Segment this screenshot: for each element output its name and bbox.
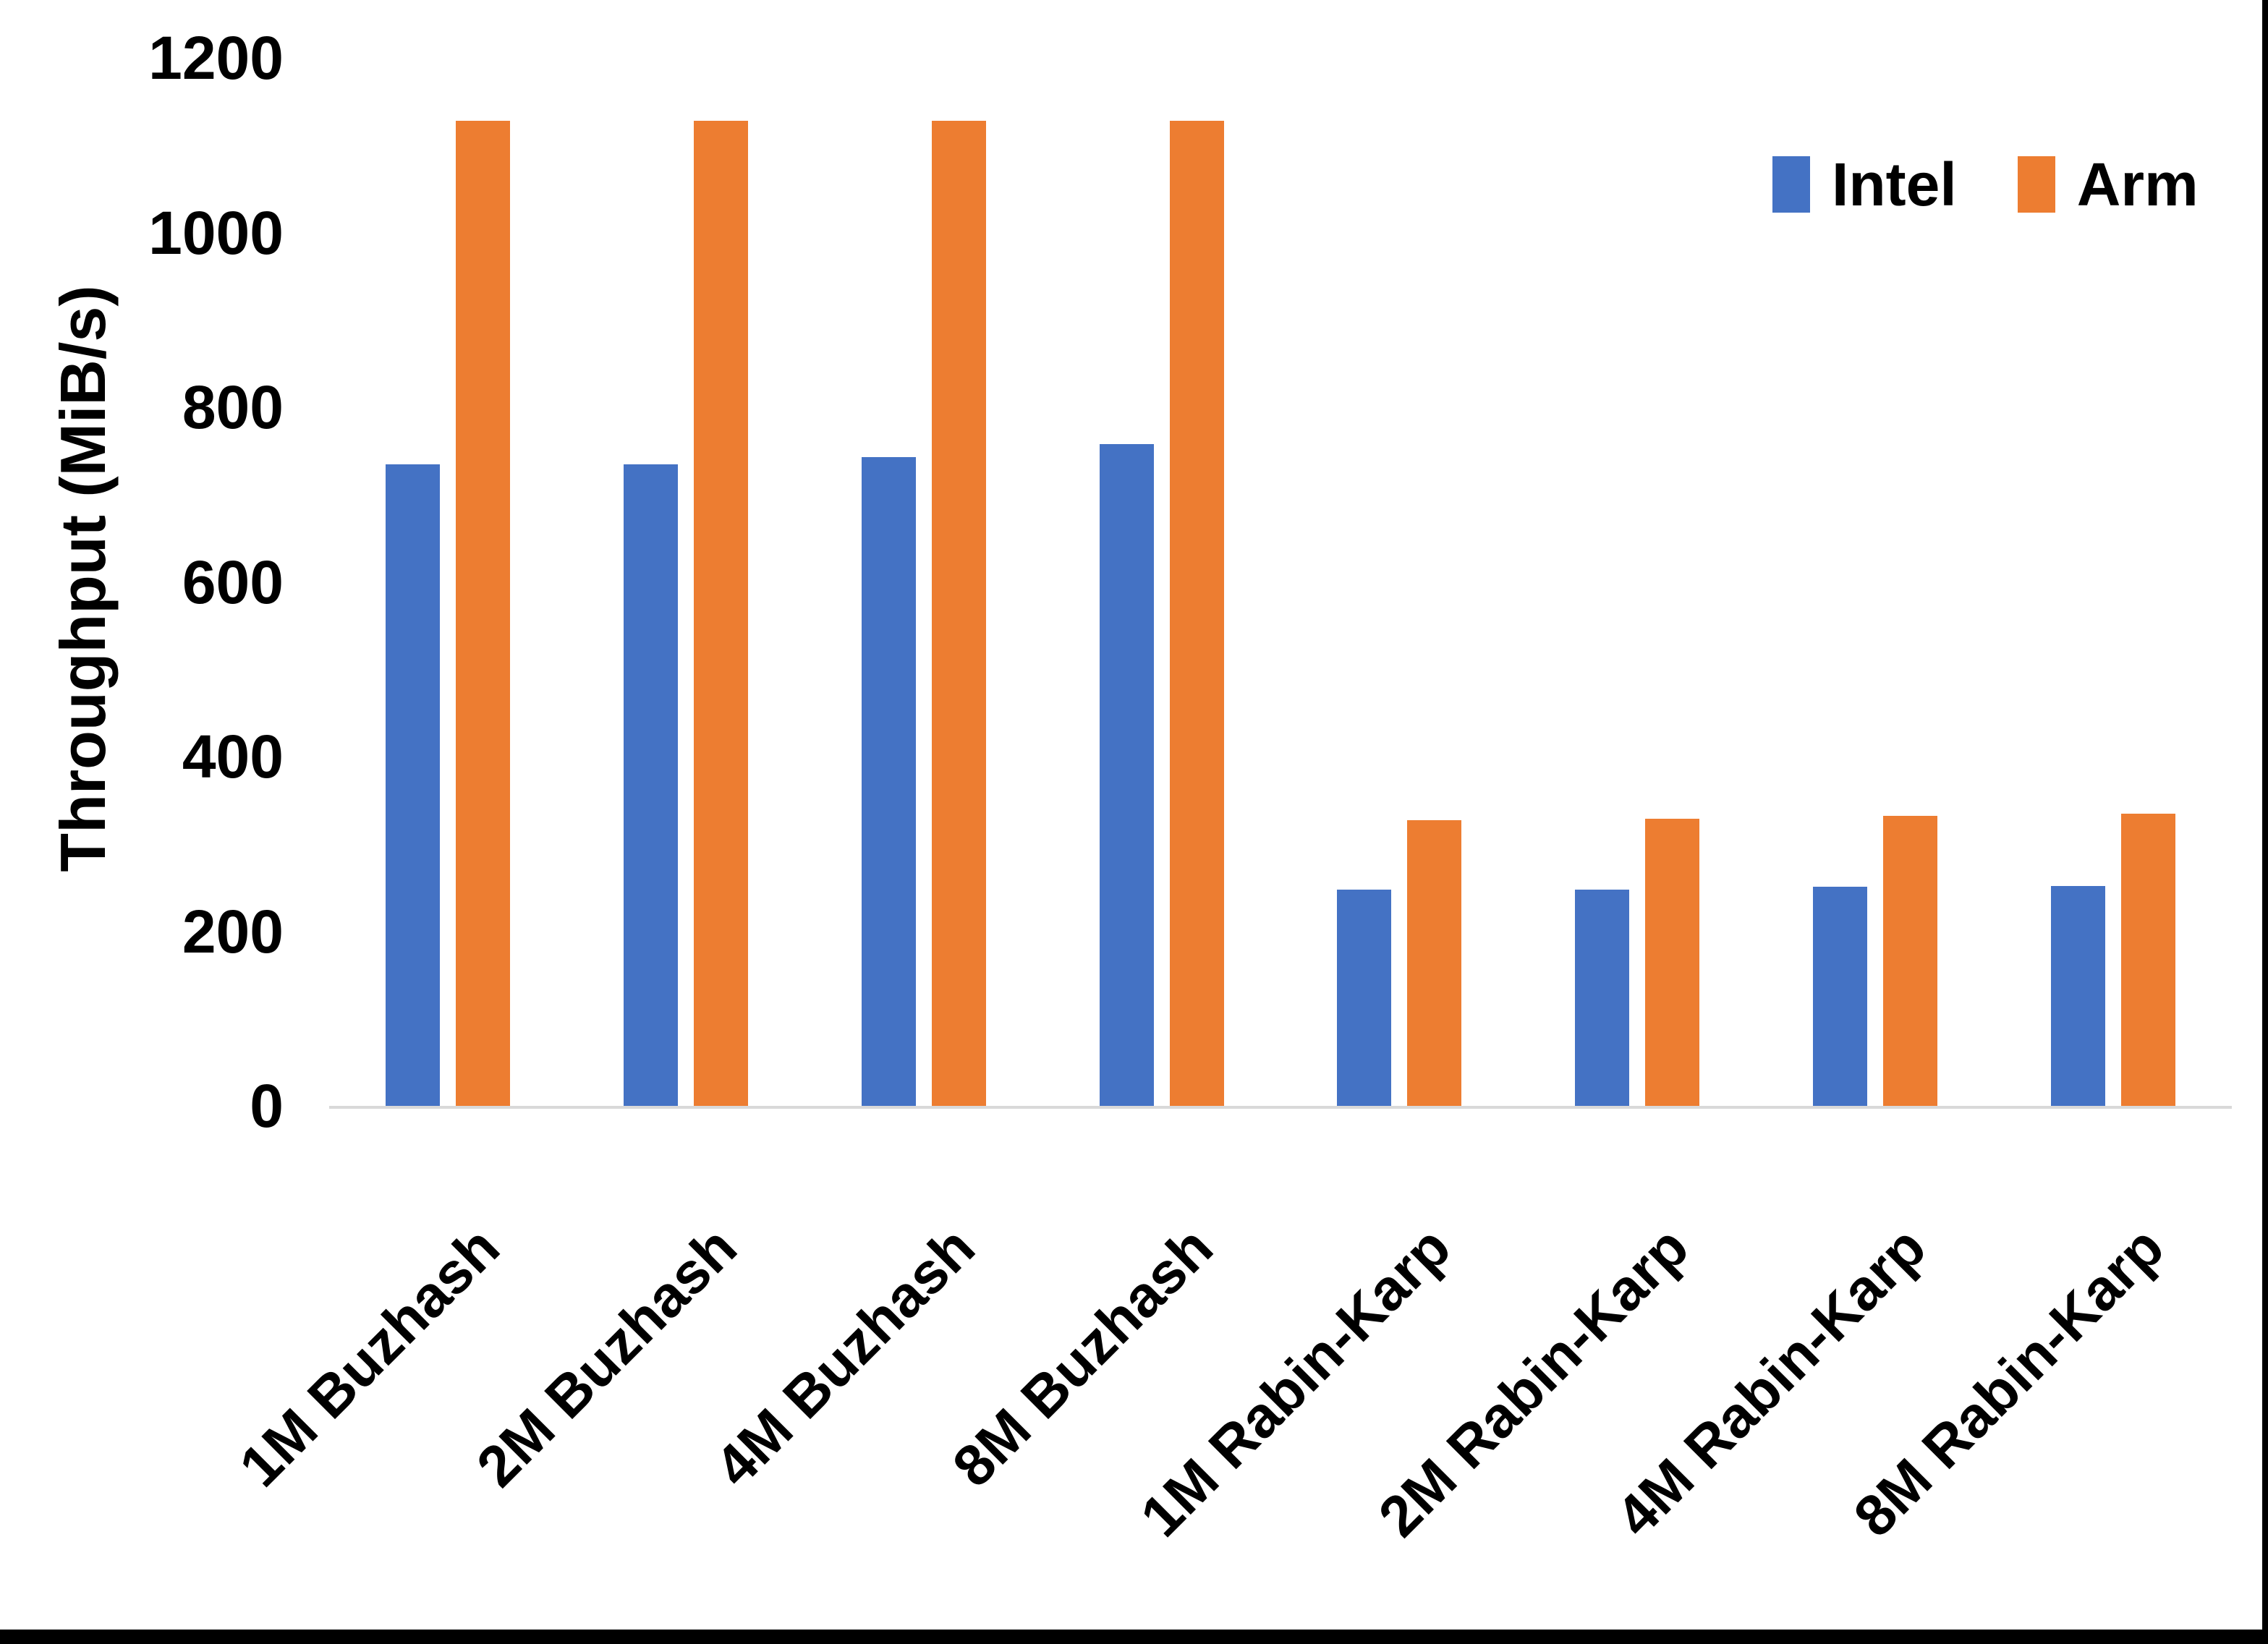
x-tick-label: 8M Rabin-Karp <box>1581 1214 2176 1549</box>
bar-group-4m-buzhash <box>805 58 1043 1106</box>
legend: Intel Arm <box>1772 148 2199 221</box>
y-tick-label: 400 <box>182 723 284 791</box>
bar-arm-4m-buzhash <box>931 120 986 1106</box>
bar-arm-1m-buzhash <box>456 120 511 1106</box>
y-tick-label: 0 <box>250 1072 284 1140</box>
y-tick-label: 1200 <box>148 24 284 92</box>
bar-intel-2m-buzhash <box>624 464 679 1106</box>
bar-arm-8m-buzhash <box>1169 120 1224 1106</box>
bar-group-8m-rabin-karp <box>1994 58 2232 1106</box>
plot-area <box>329 58 2232 1109</box>
y-tick-label: 800 <box>182 373 284 441</box>
bar-group-4m-rabin-karp <box>1757 58 1995 1106</box>
screenshot-right-border <box>2262 0 2268 1644</box>
bar-group-2m-buzhash <box>567 58 805 1106</box>
legend-entry-arm: Arm <box>2017 148 2199 221</box>
y-tick-label: 600 <box>182 548 284 616</box>
bar-intel-8m-rabin-karp <box>2050 885 2105 1106</box>
bar-intel-8m-buzhash <box>1099 443 1154 1106</box>
x-tick-label-text: 8M Rabin-Karp <box>1841 1214 2176 1549</box>
bar-intel-4m-rabin-karp <box>1812 886 1867 1106</box>
y-tick-label: 200 <box>182 897 284 966</box>
bar-arm-2m-rabin-karp <box>1645 818 1700 1106</box>
bar-intel-4m-buzhash <box>861 456 916 1106</box>
bar-intel-2m-rabin-karp <box>1575 889 1630 1106</box>
bar-arm-2m-buzhash <box>694 120 749 1106</box>
screenshot-bottom-border <box>0 1630 2268 1644</box>
intel-legend-swatch-icon <box>1772 156 1810 213</box>
bar-arm-4m-rabin-karp <box>1882 816 1937 1106</box>
bar-arm-1m-rabin-karp <box>1407 820 1462 1106</box>
y-tick-label: 1000 <box>148 198 284 267</box>
bar-arm-8m-rabin-karp <box>2120 813 2175 1106</box>
bar-intel-1m-buzhash <box>386 464 441 1106</box>
arm-legend-swatch-icon <box>2017 156 2055 213</box>
bar-group-1m-buzhash <box>329 58 567 1106</box>
legend-entry-intel: Intel <box>1772 148 1957 221</box>
bar-group-8m-buzhash <box>1042 58 1280 1106</box>
bar-group-2m-rabin-karp <box>1519 58 1757 1106</box>
legend-label-intel: Intel <box>1832 150 1957 218</box>
bar-group-1m-rabin-karp <box>1280 58 1519 1106</box>
bar-intel-1m-rabin-karp <box>1337 889 1392 1106</box>
legend-label-arm: Arm <box>2076 150 2199 218</box>
